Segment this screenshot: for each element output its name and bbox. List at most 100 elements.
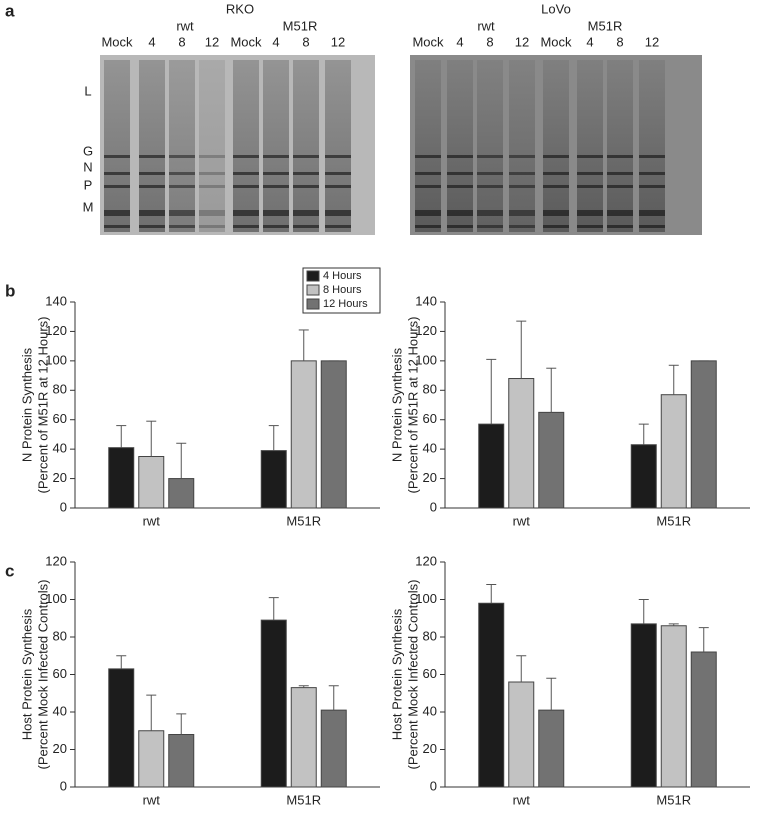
gel-band (139, 172, 165, 175)
bar (660, 394, 687, 509)
gel-band (543, 210, 569, 216)
gel-band (169, 172, 195, 175)
gel-band (415, 155, 441, 158)
gel-lane (199, 60, 225, 232)
gel-band (415, 172, 441, 175)
error-bar (546, 677, 557, 711)
gel-lane-label: 4 (456, 34, 463, 49)
gel-lane (139, 60, 165, 232)
gel-band (233, 185, 259, 188)
gel-band (263, 225, 289, 228)
y-tick-label: 20 (423, 741, 437, 756)
gel-group: M51R (283, 18, 318, 33)
y-axis-label: (Percent of M51R at 12 Hours) (405, 316, 420, 493)
gel-lane-label: 4 (148, 34, 155, 49)
y-tick-label: 0 (430, 499, 437, 514)
gel-band (607, 172, 633, 175)
gel-band (293, 185, 319, 188)
error-bar (146, 420, 157, 457)
y-tick-label: 40 (423, 703, 437, 718)
y-tick-label: 120 (45, 553, 67, 568)
gel-band (169, 155, 195, 158)
legend-swatch (306, 298, 320, 310)
gel-lane (607, 60, 633, 232)
gel-band (139, 210, 165, 216)
gel-band (263, 172, 289, 175)
gel-band (293, 155, 319, 158)
error-bar (668, 364, 679, 395)
gel-band (509, 172, 535, 175)
bar (108, 447, 135, 509)
gel-band (543, 155, 569, 158)
error-bar (146, 694, 157, 731)
gel-band (639, 172, 665, 175)
gel-band (104, 185, 130, 188)
gel-band (139, 185, 165, 188)
gel-band (293, 172, 319, 175)
bar (508, 681, 535, 788)
gel-band (607, 225, 633, 228)
gel-band (199, 225, 225, 228)
gel-band (447, 155, 473, 158)
bar (320, 360, 347, 509)
error-bar (698, 627, 709, 652)
gel-lane-label: 12 (515, 34, 529, 49)
gel-band (639, 225, 665, 228)
error-bar (516, 320, 527, 379)
y-tick-label: 100 (415, 591, 437, 606)
gel-band (199, 210, 225, 216)
gel-lane (577, 60, 603, 232)
gel-band (415, 185, 441, 188)
gel-lane (477, 60, 503, 232)
error-bar (486, 584, 497, 604)
error-bar (486, 358, 497, 425)
bar (630, 623, 657, 788)
gel-band (509, 210, 535, 216)
gel-band (263, 185, 289, 188)
panel-label: a (5, 1, 15, 20)
gel-band (543, 225, 569, 228)
bar (320, 709, 347, 788)
x-tick-label: M51R (656, 513, 691, 528)
y-tick-label: 0 (60, 778, 67, 793)
bar (538, 709, 565, 788)
gel-group: rwt (477, 18, 495, 33)
bar (290, 687, 317, 788)
panel-label: b (5, 281, 15, 300)
y-tick-label: 120 (415, 323, 437, 338)
x-tick-label: rwt (513, 792, 531, 807)
gel-lane (415, 60, 441, 232)
y-tick-label: 40 (53, 703, 67, 718)
gel-lane (263, 60, 289, 232)
gel-band (477, 210, 503, 216)
gel-band (607, 210, 633, 216)
gel-lane-label: 8 (302, 34, 309, 49)
bar (138, 730, 165, 788)
y-tick-label: 100 (45, 352, 67, 367)
legend-swatch (306, 270, 320, 282)
bar (260, 450, 287, 509)
y-tick-label: 60 (423, 411, 437, 426)
gel-band (577, 172, 603, 175)
y-tick-label: 60 (53, 666, 67, 681)
gel-title: RKO (226, 1, 254, 16)
gel-lane-label: 12 (331, 34, 345, 49)
error-bar (176, 442, 187, 479)
gel-band (639, 185, 665, 188)
bar (168, 734, 195, 788)
y-tick-label: 0 (60, 499, 67, 514)
y-axis-label: Host Protein Synthesis (19, 608, 34, 740)
panel-label: c (5, 561, 14, 580)
gel-band-label: P (84, 177, 93, 192)
gel-lane (447, 60, 473, 232)
gel-band (447, 225, 473, 228)
gel-title: LoVo (541, 1, 571, 16)
y-axis-label: (Percent Mock Infected Controls) (405, 579, 420, 769)
y-tick-label: 140 (45, 293, 67, 308)
error-bar (116, 425, 127, 448)
gel-group: M51R (588, 18, 623, 33)
gel-band (199, 155, 225, 158)
error-bar (298, 329, 309, 361)
gel-band (607, 155, 633, 158)
